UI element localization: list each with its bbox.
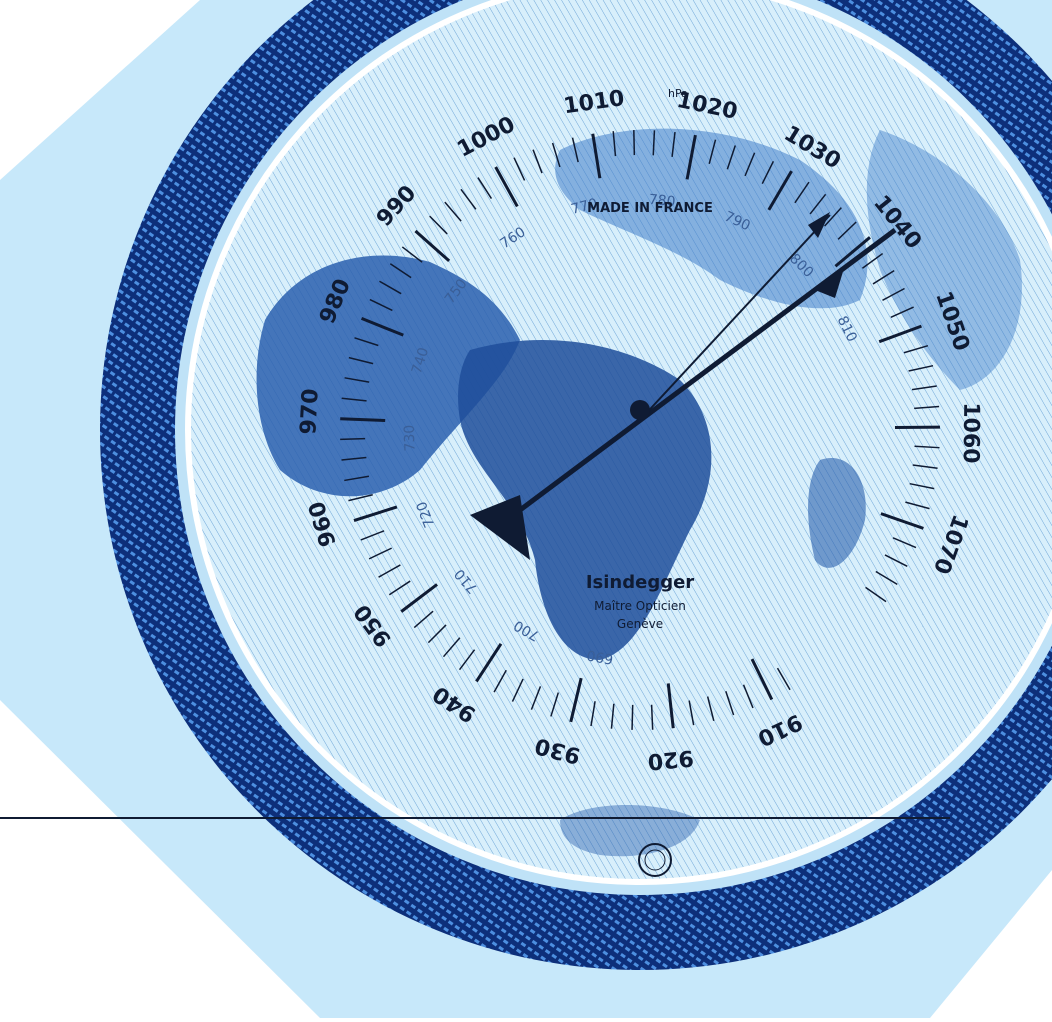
maker-city: Genève	[617, 617, 663, 631]
made-in-label: MADE IN FRANCE	[587, 201, 713, 216]
hpa-unit-label: hPa	[668, 87, 688, 100]
center-hub	[630, 400, 650, 420]
scale-tick	[632, 705, 633, 730]
scale-tick	[340, 419, 385, 421]
hpa-label-970: 970	[296, 388, 324, 435]
maker-subtitle: Maître Opticien	[594, 599, 686, 613]
hpa-label-920: 920	[647, 745, 695, 774]
maker-name: Isindegger	[586, 572, 694, 593]
mmhg-label-730: 730	[402, 424, 419, 451]
scale-tick	[340, 439, 365, 440]
scale-tick	[634, 130, 635, 155]
scale-tick	[652, 705, 653, 730]
hpa-label-1060: 1060	[958, 402, 984, 463]
